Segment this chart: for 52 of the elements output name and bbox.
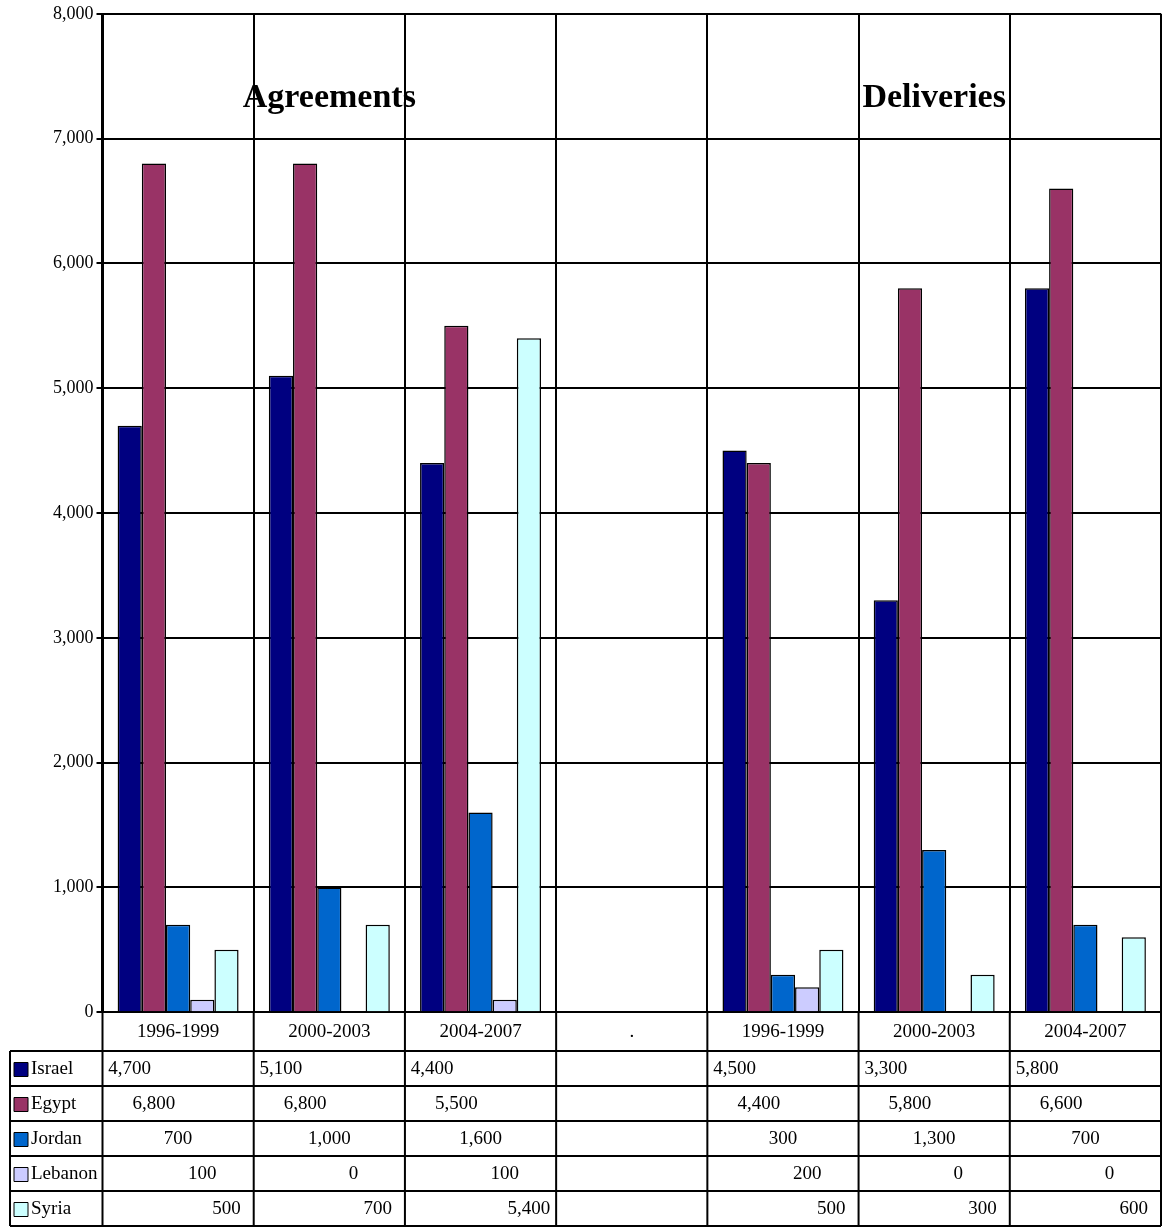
y-tick-label: 6,000 (53, 252, 94, 273)
data-label: 3,300 (864, 1057, 908, 1079)
x-tick-label: 2000-2003 (893, 1019, 976, 1041)
data-label: 4,500 (713, 1057, 756, 1079)
data-label: 500 (212, 1197, 241, 1219)
data-label: 200 (792, 1162, 822, 1184)
data-label: 500 (817, 1197, 846, 1219)
data-label: 1,300 (912, 1127, 956, 1149)
annotation: Deliveries (862, 77, 1006, 115)
data-label: 5,800 (888, 1092, 932, 1114)
data-label: 4,400 (410, 1057, 454, 1079)
data-label: 700 (163, 1127, 193, 1149)
data-label: 0 (953, 1162, 964, 1184)
x-tick-label: 2000-2003 (288, 1019, 371, 1041)
legend-label: Lebanon (31, 1162, 98, 1184)
data-label: 100 (490, 1162, 519, 1184)
y-tick-label: 4,000 (53, 501, 94, 522)
data-label: 300 (968, 1197, 997, 1219)
legend-label: Syria (31, 1197, 72, 1219)
legend-label: Israel (31, 1057, 74, 1079)
data-label: 600 (1119, 1197, 1149, 1219)
y-tick-label: 5,000 (53, 376, 94, 397)
data-label: 5,100 (259, 1057, 303, 1079)
data-label: 4,400 (737, 1092, 781, 1114)
data-label: 4,700 (108, 1057, 152, 1079)
x-tick-label: . (629, 1019, 635, 1041)
x-tick-label: 2004-2007 (1044, 1019, 1127, 1041)
legend-label: Jordan (31, 1127, 83, 1149)
x-tick-label: 1996-1999 (741, 1019, 825, 1041)
y-tick-label: 1,000 (53, 876, 94, 897)
y-tick-label: 0 (84, 1000, 94, 1021)
y-tick-label: 2,000 (53, 751, 94, 772)
data-label: 100 (188, 1162, 217, 1184)
data-label: 1,600 (459, 1127, 502, 1149)
x-tick-label: 1996-1999 (136, 1019, 220, 1041)
y-tick-label: 8,000 (53, 2, 94, 23)
data-label: 5,400 (507, 1197, 551, 1219)
data-label: 300 (768, 1127, 798, 1149)
y-tick-label: 3,000 (53, 626, 94, 647)
data-label: 5,800 (1015, 1057, 1059, 1079)
legend-label: Egypt (31, 1092, 78, 1114)
x-tick-label: 2004-2007 (439, 1019, 522, 1041)
data-label: 6,600 (1039, 1092, 1083, 1114)
data-label: 0 (348, 1162, 359, 1184)
y-tick-label: 7,000 (53, 127, 94, 148)
data-label: 6,800 (283, 1092, 327, 1114)
data-label: 700 (363, 1197, 392, 1219)
data-label: 5,500 (434, 1092, 478, 1114)
data-label: 700 (1071, 1127, 1100, 1149)
data-label: 1,000 (307, 1127, 351, 1149)
data-label: 6,800 (132, 1092, 176, 1114)
data-label: 0 (1104, 1162, 1115, 1184)
